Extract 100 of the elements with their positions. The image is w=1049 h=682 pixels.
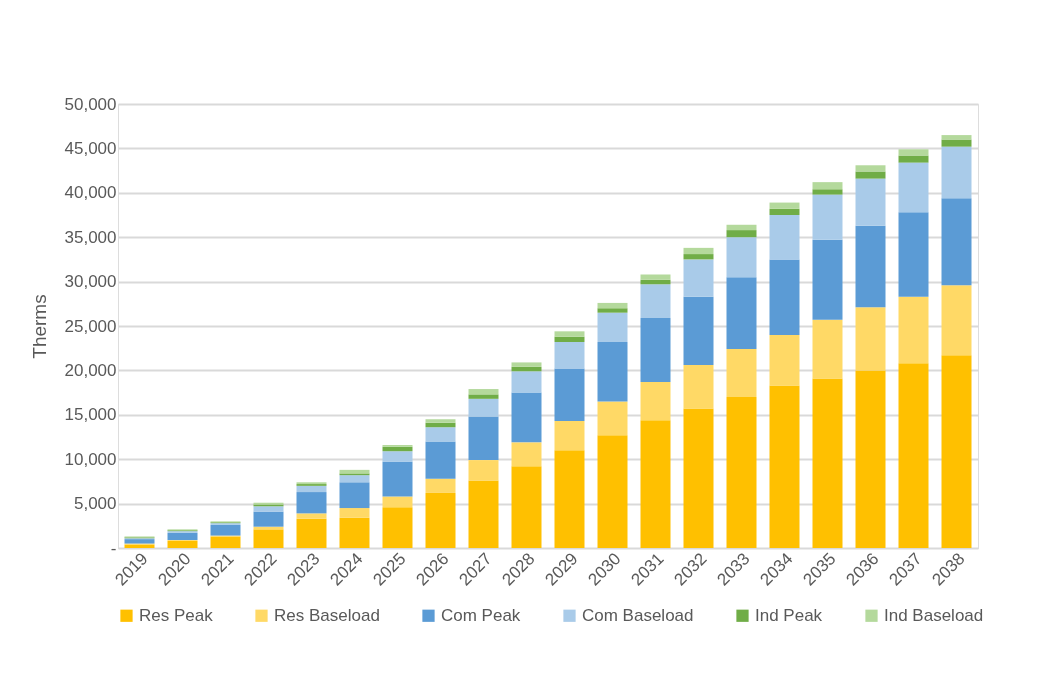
bar	[726, 349, 757, 398]
bar	[511, 366, 542, 372]
bar	[339, 508, 370, 518]
bar	[296, 485, 327, 493]
bar	[683, 408, 714, 548]
bar	[640, 318, 671, 382]
bar	[253, 506, 284, 512]
bar	[597, 308, 628, 313]
bar	[597, 312, 628, 342]
bar	[511, 392, 542, 443]
bar	[683, 254, 714, 260]
bar	[812, 189, 843, 195]
y-tick-label: -	[110, 538, 117, 558]
bar	[683, 259, 714, 297]
y-tick-label: 10,000	[64, 449, 117, 469]
bar	[941, 355, 972, 548]
bar	[425, 478, 456, 493]
bar	[210, 524, 241, 536]
bar	[210, 536, 241, 548]
bar	[167, 540, 198, 548]
bar	[468, 460, 499, 481]
bar	[941, 198, 972, 286]
bar	[597, 401, 628, 436]
bar	[855, 370, 886, 548]
bar	[554, 331, 585, 337]
bar	[296, 518, 327, 548]
bar	[554, 421, 585, 451]
bar	[769, 385, 800, 548]
bar	[812, 378, 843, 548]
bar	[253, 529, 284, 548]
bar	[941, 135, 972, 140]
bar	[554, 336, 585, 342]
bar	[855, 307, 886, 371]
bar	[468, 480, 499, 548]
y-tick-label: 35,000	[64, 227, 117, 247]
bar	[597, 435, 628, 548]
bar	[339, 517, 370, 548]
bar	[339, 475, 370, 483]
bar	[683, 247, 714, 255]
bar	[941, 285, 972, 356]
y-tick-label: 20,000	[64, 360, 117, 380]
bar	[769, 202, 800, 209]
bar	[726, 224, 757, 231]
bar	[683, 365, 714, 409]
bar	[812, 194, 843, 240]
bar	[511, 362, 542, 367]
bar	[382, 496, 413, 508]
bar	[898, 212, 929, 297]
bar	[597, 302, 628, 309]
bar	[425, 419, 456, 423]
legend-label: Com Baseload	[582, 605, 694, 625]
legend-label: Res Peak	[139, 605, 214, 625]
bar	[468, 389, 499, 395]
bar	[726, 237, 757, 278]
bar	[382, 507, 413, 548]
bar	[511, 466, 542, 548]
y-tick-label: 25,000	[64, 316, 117, 336]
bar	[812, 182, 843, 190]
bar	[769, 208, 800, 215]
bar	[382, 446, 413, 452]
y-tick-label: 40,000	[64, 183, 117, 203]
bar	[855, 171, 886, 179]
legend-label: Ind Baseload	[884, 605, 984, 625]
bar	[855, 178, 886, 226]
bar	[640, 420, 671, 548]
bar	[769, 334, 800, 386]
bar	[640, 274, 671, 280]
bar	[296, 513, 327, 519]
y-tick-label: 45,000	[64, 138, 117, 158]
bar	[855, 165, 886, 172]
bar	[640, 279, 671, 285]
legend-label: Com Peak	[441, 605, 521, 625]
bar	[339, 482, 370, 509]
bar	[425, 441, 456, 479]
bar	[468, 416, 499, 461]
bar	[511, 442, 542, 467]
bar	[726, 230, 757, 238]
bar	[726, 277, 757, 350]
bar	[425, 422, 456, 428]
bar	[468, 394, 499, 399]
bar	[382, 451, 413, 462]
bar	[124, 539, 155, 544]
bar	[769, 259, 800, 335]
bar	[941, 146, 972, 199]
bar	[554, 368, 585, 422]
bar	[898, 149, 929, 156]
legend-label: Ind Peak	[755, 605, 823, 625]
bar	[296, 492, 327, 514]
y-tick-label: 50,000	[64, 94, 117, 114]
bar	[382, 461, 413, 497]
bar	[597, 341, 628, 402]
bar	[468, 398, 499, 417]
bar	[941, 139, 972, 147]
bar	[726, 397, 757, 548]
bar	[253, 511, 284, 527]
bar	[425, 427, 456, 442]
y-tick-label: 15,000	[64, 405, 117, 425]
bar	[812, 319, 843, 379]
y-axis-title: Therms	[28, 294, 50, 359]
bar	[683, 296, 714, 366]
